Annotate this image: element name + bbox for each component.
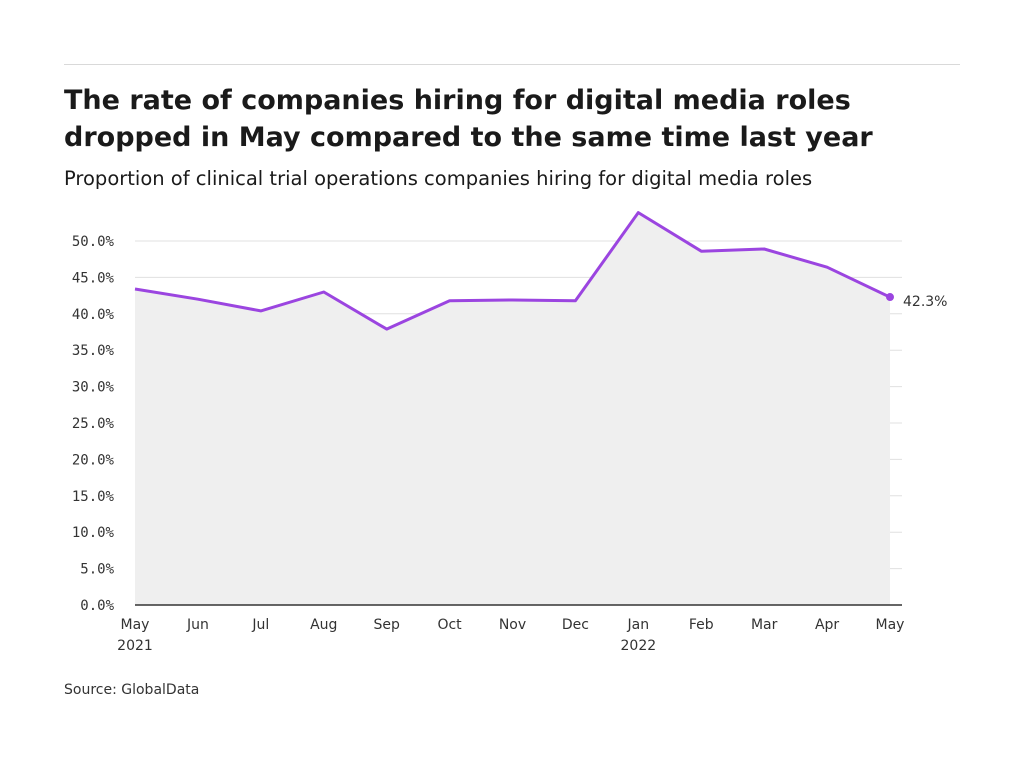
x-tick-label: Apr (815, 617, 839, 633)
area-fill (135, 212, 890, 605)
x-axis-ticks: May 2021 Jun Jul Aug Sep Oct Nov Dec Jan 2022 Feb Ma… (117, 617, 904, 654)
top-rule (64, 64, 960, 65)
x-tick-year-label: 2022 (621, 638, 657, 654)
x-tick-label: May (876, 617, 905, 633)
x-tick-label: Nov (499, 617, 526, 633)
y-tick-label: 30.0% (72, 380, 115, 396)
x-tick-label: Dec (562, 617, 589, 633)
series-line (134, 211, 891, 331)
x-tick-label: Jun (186, 617, 209, 633)
x-tick-label: Aug (310, 617, 337, 633)
chart-subtitle: Proportion of clinical trial operations … (64, 167, 813, 190)
y-tick-label: 10.0% (72, 525, 115, 541)
y-tick-label: 40.0% (72, 307, 115, 323)
y-tick-label: 35.0% (72, 343, 115, 359)
y-axis-ticks: 0.0% 5.0% 10.0% 15.0% 20.0% 25.0% 30.0% 35.0% 40… (72, 234, 115, 614)
source-note: Source: GlobalData (64, 682, 200, 698)
end-point-label: 42.3% (903, 294, 947, 310)
y-tick-label: 25.0% (72, 416, 115, 432)
y-tick-label: 0.0% (80, 598, 114, 614)
y-tick-label: 45.0% (72, 270, 115, 286)
y-tick-label: 15.0% (72, 489, 115, 505)
x-tick-label: Feb (689, 617, 714, 633)
x-tick-label: May (121, 617, 150, 633)
y-tick-label: 20.0% (72, 452, 115, 468)
y-tick-label: 5.0% (80, 562, 114, 578)
x-tick-year-label: 2021 (117, 638, 153, 654)
x-tick-label: Oct (437, 617, 462, 633)
y-tick-label: 50.0% (72, 234, 115, 250)
end-point-marker (886, 293, 894, 302)
x-tick-label: Sep (373, 617, 400, 633)
x-tick-label: Jul (251, 617, 269, 633)
x-tick-label: Mar (751, 617, 778, 633)
chart-title: The rate of companies hiring for digital… (64, 85, 873, 153)
x-tick-label: Jan (627, 617, 650, 633)
